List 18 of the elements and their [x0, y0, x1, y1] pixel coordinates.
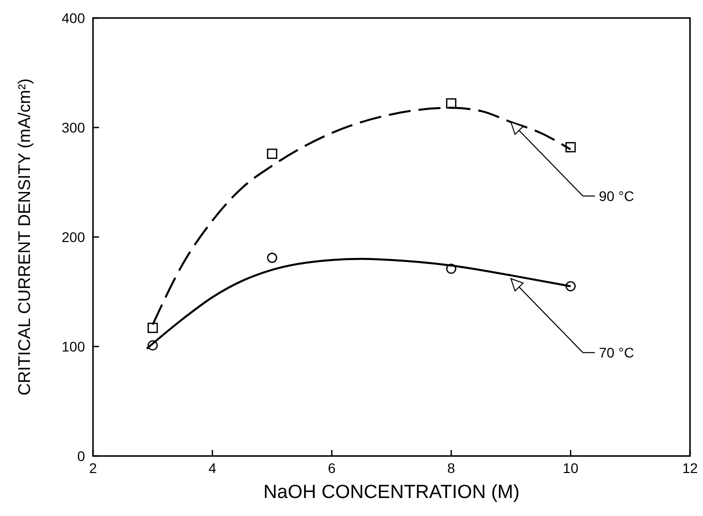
x-tick-label: 4: [208, 460, 216, 476]
y-tick-label: 200: [62, 229, 86, 245]
point: [266, 252, 278, 263]
y-axis-title: CRITICAL CURRENT DENSITY (mA/cm²): [15, 78, 34, 396]
x-axis-title: NaOH CONCENTRATION (M): [263, 482, 520, 503]
x-tick-label: 12: [682, 460, 698, 476]
y-tick-label: 100: [62, 338, 86, 354]
x-tick-label: 10: [562, 460, 579, 476]
point: [266, 148, 278, 159]
x-tick-label: 6: [328, 460, 336, 476]
point: [148, 322, 158, 334]
annotation: 70 °C: [598, 344, 634, 361]
x-tick-label: 2: [89, 460, 98, 476]
y-tick-label: 300: [62, 120, 86, 136]
y-tick-label: 400: [62, 10, 86, 26]
x-tick-label: 8: [447, 460, 456, 476]
annotation: 90 °C: [598, 188, 634, 204]
y-tick-label: 0: [77, 448, 86, 464]
